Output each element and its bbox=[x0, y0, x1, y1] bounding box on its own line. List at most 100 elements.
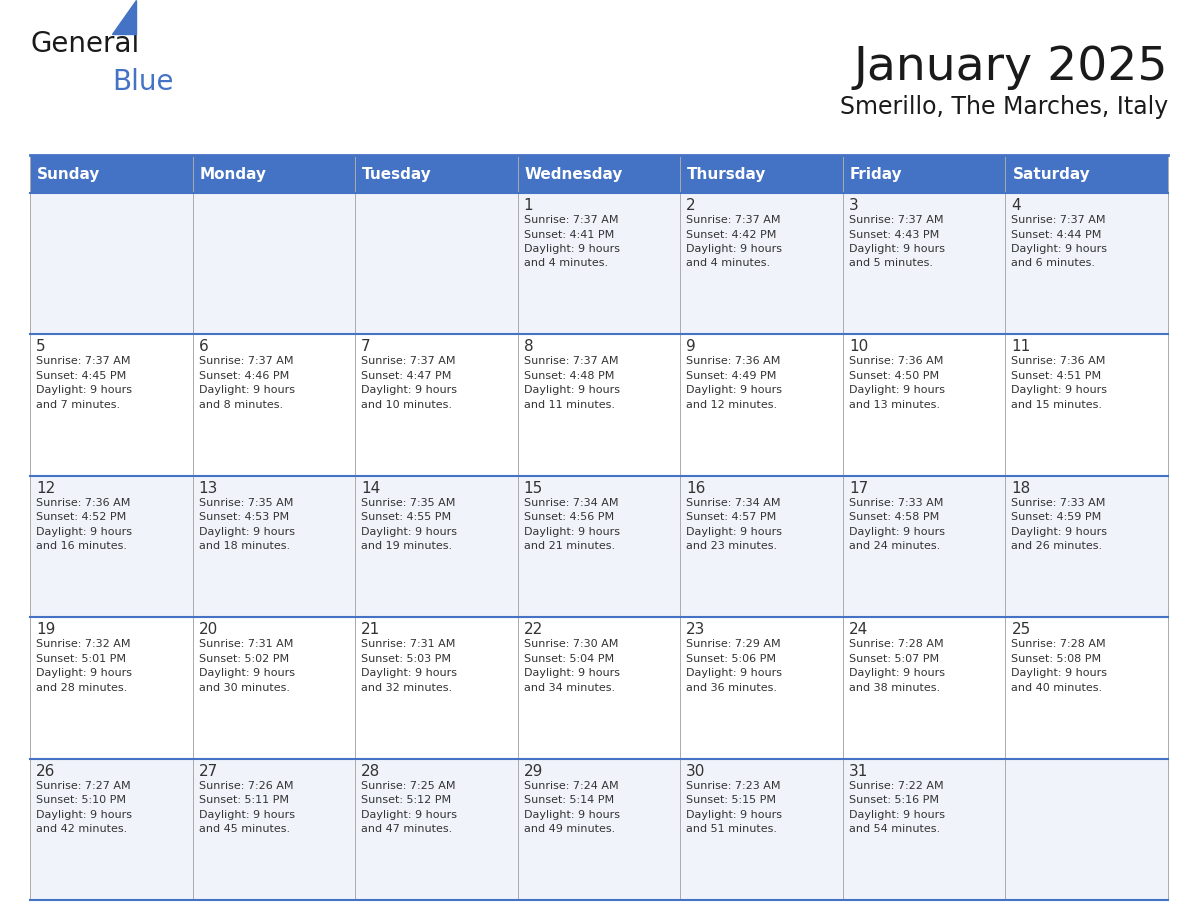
Text: and 21 minutes.: and 21 minutes. bbox=[524, 542, 615, 552]
Text: Sunrise: 7:32 AM: Sunrise: 7:32 AM bbox=[36, 639, 131, 649]
Bar bbox=[192, 155, 355, 193]
Text: Sunset: 4:53 PM: Sunset: 4:53 PM bbox=[198, 512, 289, 522]
Text: 17: 17 bbox=[849, 481, 868, 496]
Text: and 23 minutes.: and 23 minutes. bbox=[687, 542, 777, 552]
Text: and 30 minutes.: and 30 minutes. bbox=[198, 683, 290, 693]
Text: Daylight: 9 hours: Daylight: 9 hours bbox=[361, 386, 457, 396]
Text: and 19 minutes.: and 19 minutes. bbox=[361, 542, 453, 552]
Text: Sunset: 4:51 PM: Sunset: 4:51 PM bbox=[1011, 371, 1101, 381]
Text: and 18 minutes.: and 18 minutes. bbox=[198, 542, 290, 552]
Text: 25: 25 bbox=[1011, 622, 1031, 637]
Text: Daylight: 9 hours: Daylight: 9 hours bbox=[1011, 668, 1107, 678]
Text: Sunday: Sunday bbox=[37, 166, 100, 182]
Text: Sunrise: 7:34 AM: Sunrise: 7:34 AM bbox=[687, 498, 781, 508]
Text: 28: 28 bbox=[361, 764, 380, 778]
Text: Daylight: 9 hours: Daylight: 9 hours bbox=[524, 810, 620, 820]
Text: 16: 16 bbox=[687, 481, 706, 496]
Text: Sunrise: 7:26 AM: Sunrise: 7:26 AM bbox=[198, 780, 293, 790]
Text: and 45 minutes.: and 45 minutes. bbox=[198, 824, 290, 834]
Text: Daylight: 9 hours: Daylight: 9 hours bbox=[1011, 527, 1107, 537]
Text: Sunrise: 7:35 AM: Sunrise: 7:35 AM bbox=[361, 498, 455, 508]
Bar bbox=[30, 193, 192, 334]
Text: Sunrise: 7:37 AM: Sunrise: 7:37 AM bbox=[198, 356, 293, 366]
Text: 24: 24 bbox=[849, 622, 868, 637]
Text: Daylight: 9 hours: Daylight: 9 hours bbox=[36, 810, 132, 820]
Text: 4: 4 bbox=[1011, 198, 1020, 213]
Bar bbox=[681, 193, 842, 334]
Text: Daylight: 9 hours: Daylight: 9 hours bbox=[524, 527, 620, 537]
Text: Sunset: 4:42 PM: Sunset: 4:42 PM bbox=[687, 230, 777, 240]
Bar bbox=[518, 155, 681, 193]
Text: Monday: Monday bbox=[200, 166, 266, 182]
Text: 26: 26 bbox=[36, 764, 56, 778]
Text: 2: 2 bbox=[687, 198, 696, 213]
Text: Sunrise: 7:37 AM: Sunrise: 7:37 AM bbox=[687, 215, 781, 225]
Bar bbox=[1005, 617, 1168, 758]
Text: Sunrise: 7:36 AM: Sunrise: 7:36 AM bbox=[36, 498, 131, 508]
Text: Daylight: 9 hours: Daylight: 9 hours bbox=[198, 527, 295, 537]
Text: Daylight: 9 hours: Daylight: 9 hours bbox=[849, 527, 944, 537]
Text: and 6 minutes.: and 6 minutes. bbox=[1011, 259, 1095, 268]
Text: Sunset: 4:55 PM: Sunset: 4:55 PM bbox=[361, 512, 451, 522]
Bar bbox=[842, 334, 1005, 476]
Bar bbox=[681, 155, 842, 193]
Bar bbox=[355, 617, 518, 758]
Text: 18: 18 bbox=[1011, 481, 1031, 496]
Text: 5: 5 bbox=[36, 340, 45, 354]
Text: Sunset: 4:43 PM: Sunset: 4:43 PM bbox=[849, 230, 939, 240]
Bar bbox=[192, 476, 355, 617]
Bar bbox=[681, 334, 842, 476]
Text: Sunrise: 7:22 AM: Sunrise: 7:22 AM bbox=[849, 780, 943, 790]
Text: Daylight: 9 hours: Daylight: 9 hours bbox=[687, 386, 782, 396]
Text: Daylight: 9 hours: Daylight: 9 hours bbox=[1011, 386, 1107, 396]
Bar bbox=[192, 617, 355, 758]
Text: and 49 minutes.: and 49 minutes. bbox=[524, 824, 615, 834]
Bar bbox=[1005, 334, 1168, 476]
Text: and 5 minutes.: and 5 minutes. bbox=[849, 259, 933, 268]
Text: Daylight: 9 hours: Daylight: 9 hours bbox=[198, 386, 295, 396]
Bar bbox=[681, 476, 842, 617]
Text: Blue: Blue bbox=[112, 68, 173, 96]
Bar bbox=[1005, 193, 1168, 334]
Bar bbox=[518, 193, 681, 334]
Text: Sunrise: 7:28 AM: Sunrise: 7:28 AM bbox=[849, 639, 943, 649]
Text: Sunrise: 7:35 AM: Sunrise: 7:35 AM bbox=[198, 498, 293, 508]
Text: Saturday: Saturday bbox=[1012, 166, 1091, 182]
Text: Sunset: 5:06 PM: Sunset: 5:06 PM bbox=[687, 654, 776, 664]
Text: Daylight: 9 hours: Daylight: 9 hours bbox=[687, 244, 782, 254]
Text: and 10 minutes.: and 10 minutes. bbox=[361, 400, 453, 410]
Text: Sunrise: 7:37 AM: Sunrise: 7:37 AM bbox=[524, 356, 618, 366]
Text: Sunset: 4:46 PM: Sunset: 4:46 PM bbox=[198, 371, 289, 381]
Bar bbox=[842, 476, 1005, 617]
Text: and 26 minutes.: and 26 minutes. bbox=[1011, 542, 1102, 552]
Text: Daylight: 9 hours: Daylight: 9 hours bbox=[198, 668, 295, 678]
Text: Sunrise: 7:31 AM: Sunrise: 7:31 AM bbox=[198, 639, 293, 649]
Text: and 4 minutes.: and 4 minutes. bbox=[687, 259, 770, 268]
Text: Sunset: 4:58 PM: Sunset: 4:58 PM bbox=[849, 512, 939, 522]
Text: 27: 27 bbox=[198, 764, 217, 778]
Polygon shape bbox=[112, 0, 135, 34]
Text: Daylight: 9 hours: Daylight: 9 hours bbox=[849, 810, 944, 820]
Text: 23: 23 bbox=[687, 622, 706, 637]
Bar bbox=[30, 334, 192, 476]
Text: Daylight: 9 hours: Daylight: 9 hours bbox=[361, 810, 457, 820]
Text: Tuesday: Tuesday bbox=[362, 166, 432, 182]
Text: Sunset: 4:45 PM: Sunset: 4:45 PM bbox=[36, 371, 126, 381]
Text: 8: 8 bbox=[524, 340, 533, 354]
Bar bbox=[355, 476, 518, 617]
Text: Sunset: 5:07 PM: Sunset: 5:07 PM bbox=[849, 654, 939, 664]
Text: Sunrise: 7:37 AM: Sunrise: 7:37 AM bbox=[524, 215, 618, 225]
Text: Sunrise: 7:36 AM: Sunrise: 7:36 AM bbox=[687, 356, 781, 366]
Text: 22: 22 bbox=[524, 622, 543, 637]
Bar bbox=[355, 155, 518, 193]
Text: Sunset: 4:59 PM: Sunset: 4:59 PM bbox=[1011, 512, 1101, 522]
Bar bbox=[30, 155, 192, 193]
Text: General: General bbox=[30, 30, 139, 58]
Text: and 11 minutes.: and 11 minutes. bbox=[524, 400, 614, 410]
Text: 20: 20 bbox=[198, 622, 217, 637]
Text: 15: 15 bbox=[524, 481, 543, 496]
Text: Sunset: 5:14 PM: Sunset: 5:14 PM bbox=[524, 795, 614, 805]
Text: Sunset: 4:56 PM: Sunset: 4:56 PM bbox=[524, 512, 614, 522]
Bar bbox=[1005, 758, 1168, 900]
Text: Daylight: 9 hours: Daylight: 9 hours bbox=[849, 668, 944, 678]
